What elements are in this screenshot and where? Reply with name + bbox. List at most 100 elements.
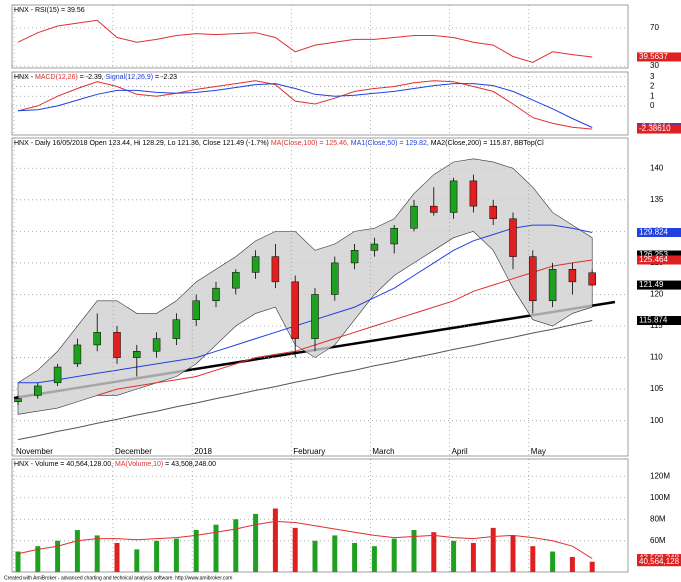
series-line: [17, 520, 593, 559]
candle-body: [73, 344, 82, 365]
candle-body: [548, 268, 557, 302]
title-part: Signal(12,26,9): [106, 74, 153, 81]
price-tag: [637, 227, 681, 237]
x-tick-label: December: [115, 447, 152, 456]
candle-body: [410, 205, 418, 229]
volume-bar: [470, 542, 476, 572]
y-tick-label: 115: [650, 321, 663, 330]
volume-bar: [431, 532, 437, 572]
panel-frame: [11, 137, 629, 457]
series-line: [97, 259, 593, 396]
candle-body: [390, 227, 398, 245]
title-part: = -2.23: [153, 74, 177, 81]
volume-bar: [94, 535, 100, 572]
candle-body: [350, 250, 359, 264]
footer: Created with AmiBroker - advanced charti…: [4, 575, 232, 581]
candle-body: [291, 281, 299, 339]
x-tick-label: November: [16, 447, 53, 456]
candle-body: [14, 398, 22, 402]
y-tick-label: 30: [650, 61, 659, 70]
candle-body: [133, 351, 141, 358]
volume-bar: [371, 546, 377, 572]
candle-body: [588, 272, 596, 286]
panel-title: HNX - RSI(15) = 39.56: [14, 7, 85, 14]
title-part: MA(Volume,10): [115, 461, 163, 468]
candle-body: [331, 262, 339, 295]
candle-body: [529, 256, 537, 302]
title-part: MACD(12,26): [35, 74, 78, 81]
candle-body: [34, 385, 42, 396]
title-part: HNX - Volume = 40,564,128.00,: [14, 461, 115, 468]
volume-bar: [550, 551, 556, 572]
title-part: = 43,508,248.00: [163, 461, 216, 468]
volume-bar: [253, 513, 259, 572]
volume-bar: [569, 556, 575, 572]
panel-title: HNX - MACD(12,26) = -2.39, Signal(12,26,…: [14, 74, 177, 81]
candle-body: [430, 205, 438, 213]
candle-body: [172, 319, 181, 339]
volume-bar: [134, 549, 140, 572]
x-tick-label: March: [372, 447, 394, 456]
y-tick-label: 70: [650, 23, 659, 32]
series-line: [18, 224, 593, 384]
y-tick-label: 110: [650, 353, 663, 362]
volume-bar: [173, 538, 179, 572]
volume-bar: [74, 530, 80, 572]
price-tag-label: -2.38610: [639, 124, 671, 133]
volume-bar: [451, 540, 457, 572]
price-tag: [637, 52, 681, 62]
bollinger-band: [17, 158, 593, 415]
title-part: = -2.39,: [78, 74, 106, 81]
y-tick-label: 100M: [650, 493, 670, 502]
price-tag-label: 121.49: [639, 280, 664, 289]
volume-bar: [352, 542, 358, 572]
title-part: MA1(Close,50) = 129.82,: [351, 140, 431, 147]
volume-bar: [589, 561, 595, 572]
volume-bar: [312, 540, 318, 572]
y-tick-label: 60M: [650, 536, 666, 545]
price-tag-label: 125.464: [639, 255, 668, 264]
candle-body: [489, 205, 497, 220]
price-tag: [637, 557, 681, 567]
candle-body: [469, 180, 478, 207]
title-part: HNX -: [14, 74, 35, 81]
price-tag-label: 126.253: [639, 250, 668, 259]
price-tag: [637, 316, 681, 326]
candle-body: [251, 256, 260, 273]
candle-body: [271, 256, 280, 283]
price-tag-label: 40,564,128: [639, 557, 680, 566]
x-tick-label: April: [452, 447, 468, 456]
x-tick-label: May: [531, 447, 546, 456]
y-tick-label: 120: [650, 290, 664, 299]
volume-bar: [332, 535, 338, 572]
price-tag: [637, 280, 681, 290]
volume-bar: [15, 551, 21, 572]
volume-bar: [193, 530, 199, 572]
series-line: [17, 19, 593, 63]
candle-body: [232, 272, 240, 289]
series-line: [17, 80, 593, 130]
price-tag-label: 115.874: [639, 316, 668, 325]
y-tick-label: 120M: [650, 471, 670, 480]
candle-body: [93, 332, 101, 346]
candle-body: [370, 243, 379, 251]
volume-bar: [213, 524, 219, 572]
candle-body: [449, 180, 458, 213]
volume-bar: [490, 527, 496, 572]
series-line: [17, 320, 593, 441]
candle-body: [192, 300, 200, 320]
volume-bar: [55, 540, 61, 572]
volume-bar: [530, 546, 536, 572]
volume-bar: [154, 540, 160, 572]
y-tick-label: 2: [650, 82, 655, 91]
series-line: [17, 83, 593, 128]
panel-title: HNX - Daily 16/05/2018 Open 123.44, Hi 1…: [14, 140, 544, 147]
title-part: HNX - RSI(15) = 39.56: [14, 7, 85, 14]
volume-bar: [35, 546, 41, 572]
volume-bar: [272, 508, 278, 572]
title-part: MA(Close,100) = 125.46,: [271, 140, 351, 147]
candle-body: [152, 338, 161, 352]
y-tick-label: 100: [650, 416, 664, 425]
price-tag-label: 39.5637: [639, 52, 668, 61]
